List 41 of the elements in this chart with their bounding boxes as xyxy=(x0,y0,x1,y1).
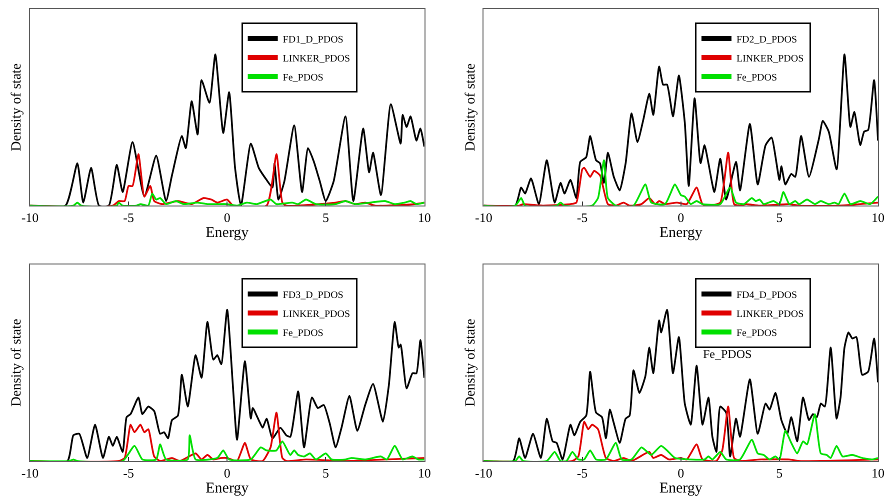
x-axis-title: Energy xyxy=(206,480,250,497)
x-axis-title: Energy xyxy=(206,225,250,242)
x-tick-label: 0 xyxy=(678,466,684,481)
x-tick-label: -5 xyxy=(123,466,134,481)
x-axis-title: Energy xyxy=(659,225,703,242)
legend-label: FD2_D_PDOS xyxy=(736,34,798,46)
annotation: Fe_PDOS xyxy=(703,347,752,361)
x-tick-label: -5 xyxy=(576,210,588,226)
y-axis-title: Density of state xyxy=(463,318,478,407)
x-tick-label: 0 xyxy=(224,466,230,481)
x-tick-label: 5 xyxy=(322,466,329,481)
x-tick-label: 5 xyxy=(776,210,783,226)
x-tick-label: -10 xyxy=(475,210,492,226)
legend-label: LINKER_PDOS xyxy=(282,53,350,64)
y-axis-title: Density of state xyxy=(463,63,478,152)
x-tick-label: 10 xyxy=(872,466,884,481)
x-axis-title: Energy xyxy=(659,480,703,497)
y-axis-title: Density of state xyxy=(10,318,25,407)
x-tick-label: 10 xyxy=(418,210,431,226)
x-tick-label: 5 xyxy=(322,210,329,226)
legend-label: FD1_D_PDOS xyxy=(282,34,344,46)
x-tick-label: 10 xyxy=(418,466,431,481)
x-tick-label: -10 xyxy=(475,466,492,481)
legend-label: Fe_PDOS xyxy=(282,72,324,84)
x-tick-label: 5 xyxy=(776,466,783,481)
legend-label: LINKER_PDOS xyxy=(282,308,350,320)
legend-label: LINKER_PDOS xyxy=(736,53,804,64)
legend-label: FD3_D_PDOS xyxy=(282,290,344,301)
legend-label: Fe_PDOS xyxy=(282,328,324,339)
legend-label: LINKER_PDOS xyxy=(736,308,804,320)
x-tick-label: 10 xyxy=(872,210,884,226)
x-tick-label: 0 xyxy=(678,210,684,226)
x-tick-label: -10 xyxy=(21,466,39,481)
legend-label: Fe_PDOS xyxy=(736,72,778,84)
legend-label: Fe_PDOS xyxy=(736,328,778,339)
x-tick-label: -5 xyxy=(123,210,134,226)
legend-label: FD4_D_PDOS xyxy=(736,290,798,301)
x-tick-label: 0 xyxy=(224,210,230,226)
x-tick-label: -5 xyxy=(576,466,588,481)
x-tick-label: -10 xyxy=(21,210,39,226)
y-axis-title: Density of state xyxy=(10,63,25,152)
